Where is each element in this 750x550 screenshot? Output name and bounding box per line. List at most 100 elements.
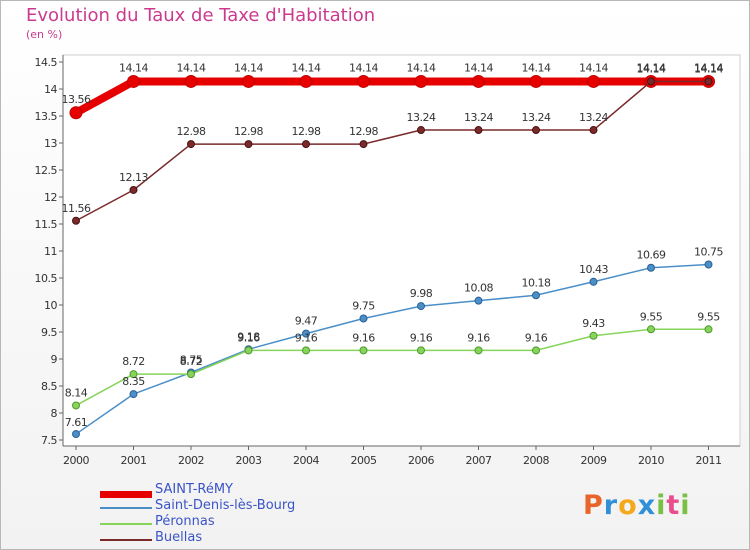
y-tick-label: 12 (44, 191, 57, 204)
data-point (187, 140, 195, 149)
chart-title: Evolution du Taux de Taxe d'Habitation (26, 5, 376, 26)
data-label: 14.14 (407, 61, 436, 74)
data-point (69, 106, 83, 120)
data-label: 9.43 (582, 317, 605, 330)
data-label: 14.14 (292, 61, 321, 74)
y-tick-label: 10.5 (35, 272, 58, 285)
y-tick-label: 7.5 (41, 434, 57, 447)
data-point (187, 370, 195, 379)
chart-subtitle: (en %) (26, 28, 63, 41)
data-label: 9.98 (410, 287, 433, 300)
data-label: 14.14 (637, 61, 666, 74)
series-line (75, 80, 710, 222)
data-point (647, 263, 655, 272)
data-label: 8.35 (122, 375, 145, 388)
series-line (75, 328, 710, 407)
y-tick-label: 8.5 (41, 380, 57, 393)
data-point (129, 370, 138, 379)
legend-label-peronnas: Péronnas (155, 514, 215, 529)
x-tick-label: 2000 (63, 454, 89, 467)
data-label: 7.61 (65, 416, 88, 429)
plot-area (62, 54, 741, 447)
data-label: 12.13 (119, 171, 148, 184)
data-label: 14.14 (119, 61, 148, 74)
x-tick-label: 2001 (121, 454, 147, 467)
x-tick-label: 2004 (293, 454, 319, 467)
data-point (417, 126, 425, 135)
data-point (647, 77, 655, 86)
data-label: 14.14 (694, 62, 723, 75)
data-label: 12.98 (177, 125, 206, 138)
data-point (704, 77, 713, 86)
data-point (589, 126, 598, 135)
data-label: 14.14 (234, 61, 263, 74)
data-label: 13.56 (62, 93, 91, 106)
y-tick-label: 13 (44, 137, 57, 150)
proxiti-logo: Proxiti (583, 490, 691, 521)
data-label: 9.16 (525, 331, 548, 344)
x-tick-label: 2007 (466, 454, 492, 467)
data-label: 14.14 (637, 62, 666, 75)
data-label: 13.24 (407, 111, 436, 124)
data-point (299, 74, 313, 88)
x-tick-label: 2005 (351, 454, 377, 467)
data-label: 8.75 (180, 354, 203, 367)
data-label: 9.16 (467, 331, 490, 344)
y-tick-label: 9.5 (41, 326, 57, 339)
data-label: 10.75 (694, 246, 723, 259)
data-point (704, 325, 713, 334)
data-label: 12.98 (234, 125, 263, 138)
data-point (359, 346, 368, 355)
data-point (72, 216, 80, 225)
x-tick-label: 2008 (523, 454, 549, 467)
data-point (472, 74, 485, 88)
y-tick-label: 13.5 (35, 110, 58, 123)
x-tick-label: 2006 (408, 454, 434, 467)
data-label: 8.72 (180, 355, 203, 368)
data-point (244, 140, 253, 149)
data-label: 10.18 (522, 276, 551, 289)
data-point (302, 140, 310, 149)
data-label: 14.14 (522, 61, 551, 74)
data-label: 9.16 (410, 331, 433, 344)
legend-label-buellas: Buellas (155, 530, 203, 545)
data-label: 10.69 (637, 249, 666, 262)
data-point (302, 329, 310, 338)
series-line (75, 263, 710, 435)
data-point (647, 325, 655, 334)
legend-label-saint-remy: SAINT-RéMY (155, 482, 233, 497)
data-point (302, 346, 310, 355)
x-tick-label: 2010 (638, 454, 664, 467)
data-point (414, 74, 428, 88)
x-tick-label: 2011 (696, 454, 722, 467)
data-label: 9.18 (237, 330, 260, 343)
data-point (532, 346, 540, 355)
data-label: 9.55 (697, 310, 720, 323)
data-label: 9.55 (640, 310, 663, 323)
data-point (129, 390, 138, 399)
data-point (532, 126, 540, 135)
data-label: 9.75 (352, 300, 375, 313)
data-point (589, 331, 598, 340)
series-line (72, 77, 713, 117)
data-point (359, 140, 368, 149)
data-point (359, 314, 368, 323)
y-tick-label: 10 (44, 299, 57, 312)
data-point (474, 296, 483, 305)
data-label: 9.16 (237, 331, 260, 344)
data-point (357, 74, 370, 88)
data-label: 10.43 (579, 263, 608, 276)
y-tick-label: 14 (44, 83, 57, 96)
data-label: 13.24 (464, 111, 493, 124)
y-tick-label: 8 (51, 407, 58, 420)
data-label: 9.16 (295, 331, 318, 344)
y-tick-label: 9 (51, 353, 58, 366)
data-label: 13.24 (579, 111, 608, 124)
y-tick-label: 11.5 (35, 218, 58, 231)
data-label: 9.47 (295, 315, 318, 328)
legend-swatch-buellas (100, 539, 152, 541)
legend-label-saint-denis: Saint-Denis-lès-Bourg (155, 498, 296, 513)
legend-swatch-saint-remy (100, 491, 152, 498)
data-label: 10.08 (464, 282, 493, 295)
